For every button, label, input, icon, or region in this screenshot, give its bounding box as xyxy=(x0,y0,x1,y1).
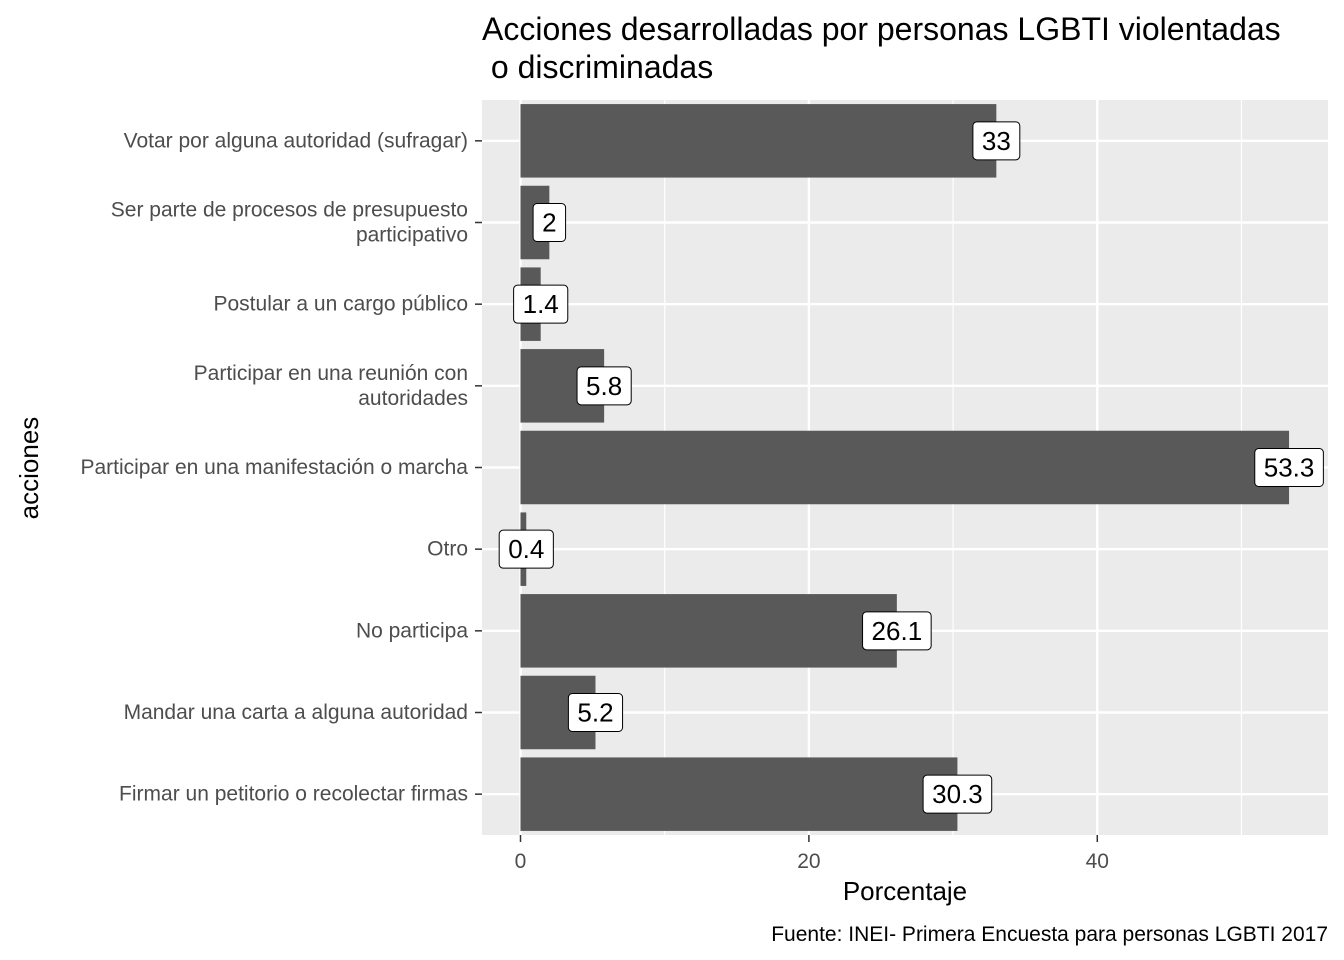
data-label: 1.4 xyxy=(513,284,569,324)
bar xyxy=(520,594,897,668)
y-axis-title: acciones xyxy=(14,417,44,520)
bar xyxy=(520,430,1290,505)
chart-title-line-1: Acciones desarrolladas por personas LGBT… xyxy=(482,11,1281,47)
data-label: 33 xyxy=(972,121,1021,161)
y-axis-ticks: Votar por alguna autoridad (sufragar) Ser… xyxy=(80,129,482,806)
y-tick-label: Otro xyxy=(427,538,468,561)
data-label-box xyxy=(576,366,632,406)
data-label-box xyxy=(498,529,554,569)
data-label: 53.3 xyxy=(1254,448,1324,487)
data-label-text: 53.3 xyxy=(1264,453,1315,483)
bar xyxy=(520,757,958,831)
data-label: 26.1 xyxy=(862,611,932,651)
data-label-box xyxy=(972,121,1021,161)
x-tick-label: 20 xyxy=(797,850,820,873)
data-label-box xyxy=(567,693,624,732)
bars xyxy=(520,104,1290,831)
data-label: 5.2 xyxy=(567,693,624,732)
y-tick-label: autoridades xyxy=(358,387,468,410)
data-label-box xyxy=(922,774,993,814)
y-tick-label: Mandar una carta a alguna autoridad xyxy=(124,701,468,724)
data-label: 30.3 xyxy=(922,774,993,814)
data-label-box xyxy=(862,611,932,651)
y-tick-label: Participar en una manifestación o marcha xyxy=(80,456,468,479)
x-axis-ticks: 0 20 40 xyxy=(515,835,1109,873)
bar xyxy=(520,104,997,178)
data-label-text: 2 xyxy=(542,208,556,238)
y-tick-label: Ser parte de procesos de presupuesto xyxy=(111,199,468,222)
data-label-text: 5.8 xyxy=(586,371,622,401)
data-label-text: 0.4 xyxy=(508,534,544,564)
data-label-text: 26.1 xyxy=(872,616,923,646)
data-label-text: 1.4 xyxy=(523,289,559,319)
data-label: 2 xyxy=(532,203,567,242)
x-tick-label: 40 xyxy=(1086,850,1109,873)
data-label-text: 5.2 xyxy=(577,698,613,728)
data-label-box xyxy=(513,284,569,324)
data-label: 0.4 xyxy=(498,529,554,569)
data-label-text: 30.3 xyxy=(932,779,983,809)
data-label-text: 33 xyxy=(982,126,1011,156)
x-axis-title: Porcentaje xyxy=(843,876,967,906)
y-tick-label: Votar por alguna autoridad (sufragar) xyxy=(124,129,468,152)
chart-title-line-2: o discriminadas xyxy=(482,49,713,85)
chart-caption: Fuente: INEI- Primera Encuesta para pers… xyxy=(771,923,1328,946)
data-label-box xyxy=(532,203,567,242)
x-tick-label: 0 xyxy=(515,850,527,873)
data-label-box xyxy=(1254,448,1324,487)
data-labels: 33 2 1.4 5.8 53.3 0.4 26.1 5.2 30.3 xyxy=(498,121,1324,814)
y-tick-label: Postular a un cargo público xyxy=(214,293,469,316)
y-tick-label: No participa xyxy=(356,619,468,642)
data-label: 5.8 xyxy=(576,366,632,406)
y-tick-label: participativo xyxy=(356,224,468,247)
y-tick-label: Firmar un petitorio o recolectar firmas xyxy=(119,783,468,806)
y-tick-label: Participar en una reunión con xyxy=(194,362,468,385)
